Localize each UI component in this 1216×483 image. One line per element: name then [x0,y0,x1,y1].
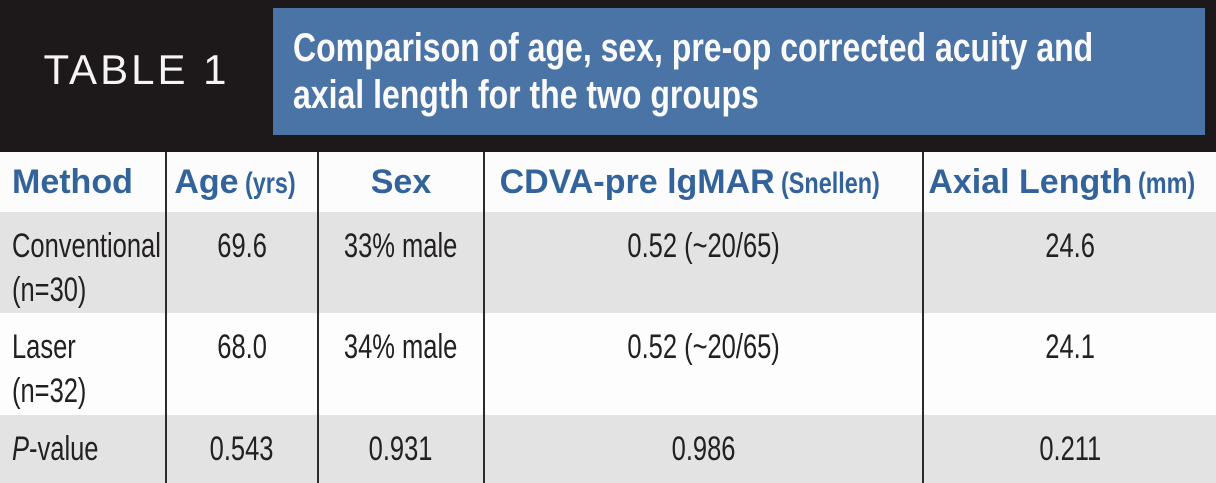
row-laser-cdva-value: 0.52 (~20/65) [627,328,780,366]
row-conventional-sex: 33% male [317,212,483,313]
row-pvalue-age: 0.543 [165,415,317,483]
row-conventional-method: Conventional (n=30) [0,212,165,313]
row-pvalue-sex: 0.931 [317,415,483,483]
col-header-cdva-label: CDVA-pre lgMAR [499,162,775,201]
col-header-axial-length: Axial Length (mm) [922,152,1216,212]
row-pvalue-sex-value: 0.931 [369,430,433,468]
table-number-label: TABLE 1 [43,46,230,93]
col-header-sex: Sex [317,152,483,212]
row-conventional-axial-value: 24.6 [1045,227,1095,265]
row-pvalue-cdva-value: 0.986 [671,430,736,468]
row-conventional-age: 69.6 [165,212,317,313]
table-title-line1: Comparison of age, sex, pre-op corrected… [293,25,1094,70]
row-pvalue-p: P [12,430,30,468]
col-header-cdva: CDVA-pre lgMAR (Snellen) [483,152,922,212]
row-laser-sex: 34% male [317,313,483,415]
row-pvalue-axial: 0.211 [922,415,1216,483]
row-conventional-n: (n=30) [12,271,87,309]
row-laser-method: Laser (n=32) [0,313,165,415]
table-banner: TABLE 1 Comparison of age, sex, pre-op c… [0,0,1216,152]
col-header-sex-label: Sex [370,162,432,201]
col-header-cdva-unit: (Snellen) [780,166,880,200]
row-pvalue-axial-value: 0.211 [1039,430,1101,468]
row-conventional-sex-value: 33% male [344,227,458,265]
row-laser-cdva: 0.52 (~20/65) [483,313,922,415]
row-laser-sex-value: 34% male [344,328,458,366]
row-pvalue-rest: -value [29,430,99,468]
row-laser-age: 68.0 [165,313,317,415]
table-title-line2: axial length for the two groups [293,72,759,117]
row-laser-axial-value: 24.1 [1045,328,1095,366]
row-pvalue-age-value: 0.543 [210,430,274,468]
col-header-age-label: Age [174,162,239,201]
col-header-axial-length-unit: (mm) [1138,166,1196,200]
row-laser-axial: 24.1 [922,313,1216,415]
row-conventional-axial: 24.6 [922,212,1216,313]
row-conventional-age-value: 69.6 [217,227,267,265]
row-laser-n: (n=32) [12,372,87,410]
row-conventional-cdva-value: 0.52 (~20/65) [627,227,780,265]
row-laser-name: Laser [12,328,76,366]
row-conventional-cdva: 0.52 (~20/65) [483,212,922,313]
row-pvalue-method: P-value [0,415,165,483]
table-title: Comparison of age, sex, pre-op corrected… [273,8,1205,135]
row-pvalue-cdva: 0.986 [483,415,922,483]
col-header-method: Method [0,152,165,212]
col-header-method-label: Method [12,162,133,201]
col-header-age-unit: (yrs) [244,166,296,200]
col-header-axial-length-label: Axial Length [928,162,1133,201]
col-header-age: Age (yrs) [165,152,317,212]
row-conventional-name: Conventional [12,227,161,265]
comparison-table: Method Age (yrs) Sex CDVA-pre lgMAR (Snell… [0,152,1216,483]
row-laser-age-value: 68.0 [217,328,267,366]
